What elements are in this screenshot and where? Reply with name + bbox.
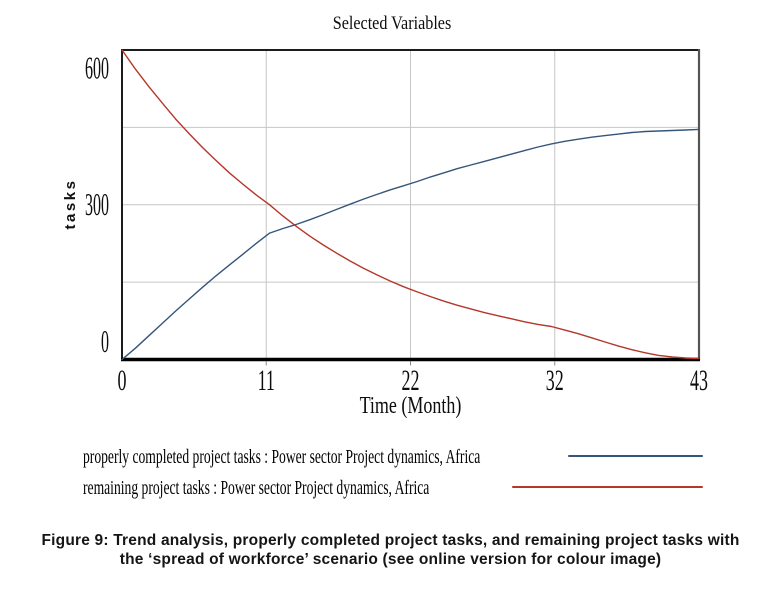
legend-line-properly-completed (568, 455, 703, 457)
y-tick-label: 300 (85, 187, 109, 222)
legend-label-properly-completed: properly completed project tasks : Power… (83, 446, 481, 468)
x-axis-title: Time (Month) (359, 393, 462, 419)
x-tick-label: 32 (546, 365, 564, 398)
y-tick-label: 600 (85, 51, 109, 86)
x-tick-label: 11 (258, 365, 275, 398)
series-line-0 (121, 128, 700, 361)
figure-caption-line-1: Figure 9: Trend analysis, properly compl… (41, 532, 740, 549)
legend-line-remaining (512, 486, 703, 488)
series-line-1 (121, 49, 700, 360)
figure-caption-line-2: the ‘spread of workforce’ scenario (see … (119, 551, 662, 568)
x-tick-label: 43 (690, 365, 708, 398)
x-tick-label: 0 (118, 365, 127, 398)
x-tick-label: 22 (402, 365, 420, 398)
y-axis-title: tasks (62, 178, 79, 230)
chart-title: Selected Variables (332, 13, 452, 34)
legend-label-remaining: remaining project tasks : Power sector P… (83, 477, 430, 499)
chart-plot-area: 0 300 600 0 11 22 32 43 (85, 49, 708, 398)
y-tick-label: 0 (101, 324, 109, 359)
figure-caption: Figure 9: Trend analysis, properly compl… (0, 531, 781, 569)
